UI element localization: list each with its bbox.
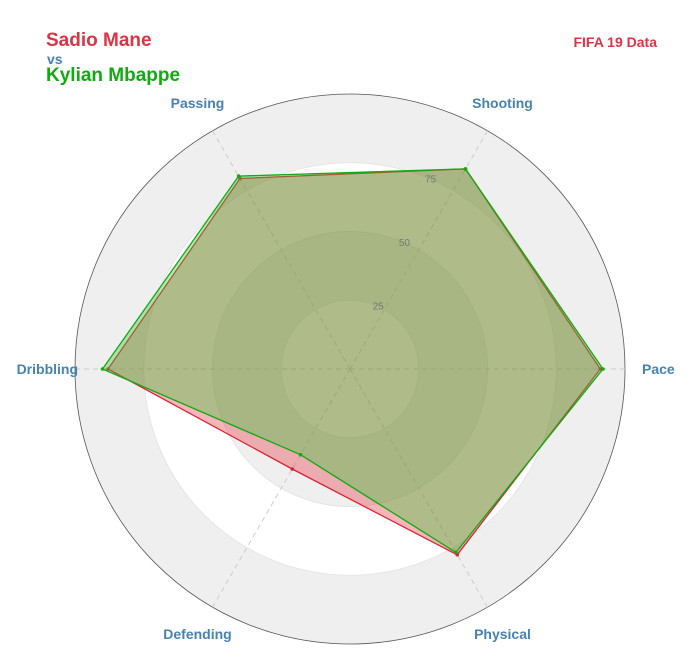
title-vs: vs bbox=[47, 51, 63, 67]
series-point-kylian-mbappe-passing bbox=[236, 174, 241, 178]
series-point-sadio-mane-pace bbox=[598, 367, 603, 371]
axis-label-dribbling: Dribbling bbox=[17, 361, 78, 377]
series-point-kylian-mbappe-dribbling bbox=[100, 367, 105, 371]
title-player2: Kylian Mbappe bbox=[46, 65, 181, 86]
tick-label-75: 75 bbox=[425, 174, 437, 185]
radar-spokes bbox=[75, 130, 625, 608]
series-point-sadio-mane-dribbling bbox=[106, 367, 110, 371]
title-player1: Sadio Mane bbox=[46, 30, 152, 51]
radar-series bbox=[100, 167, 605, 557]
axis-label-pace: Pace bbox=[642, 361, 675, 377]
radar-axis-labels: Pace Shooting Passing Dribbling Defending Phy… bbox=[17, 95, 675, 642]
spoke-passing bbox=[212, 130, 351, 370]
axis-label-passing: Passing bbox=[171, 95, 225, 111]
tick-label-25: 25 bbox=[373, 301, 385, 312]
series-point-kylian-mbappe-pace bbox=[601, 367, 605, 371]
axis-label-defending: Defending bbox=[163, 626, 231, 642]
axis-label-physical: Physical bbox=[474, 626, 531, 642]
tick-label-50: 50 bbox=[399, 238, 411, 249]
axis-label-shooting: Shooting bbox=[472, 95, 533, 111]
series-point-kylian-mbappe-physical bbox=[454, 550, 458, 555]
spoke-shooting bbox=[349, 130, 488, 370]
series-point-kylian-mbappe-defending bbox=[298, 452, 303, 457]
spoke-defending bbox=[212, 368, 351, 608]
spoke-physical bbox=[349, 368, 488, 608]
series-point-sadio-mane-defending bbox=[290, 467, 295, 471]
radar-tick-labels: 25 50 75 bbox=[373, 174, 437, 312]
series-point-kylian-mbappe-shooting bbox=[463, 167, 468, 171]
source-label: FIFA 19 Data bbox=[573, 34, 657, 50]
